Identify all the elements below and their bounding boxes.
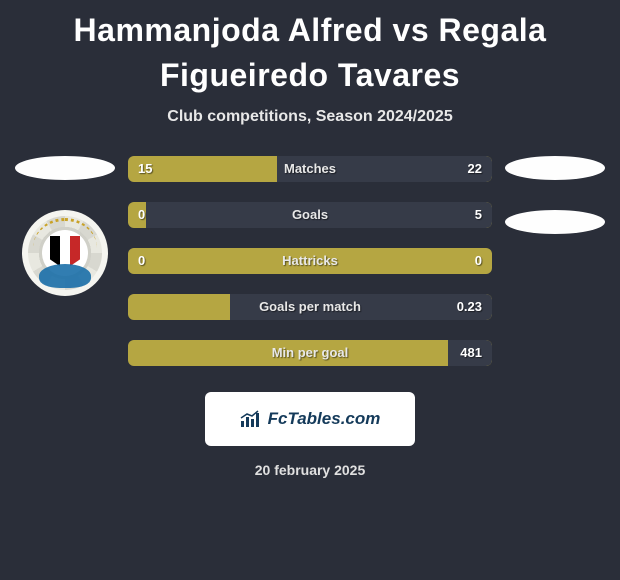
stat-row: 0 Hattricks 0 bbox=[128, 248, 492, 274]
fctables-link[interactable]: FcTables.com bbox=[205, 392, 415, 446]
stat-label: Matches bbox=[284, 161, 336, 176]
stat-right-value: 5 bbox=[475, 207, 482, 222]
comparison-card: Hammanjoda Alfred vs Regala Figueiredo T… bbox=[0, 0, 620, 478]
stat-right-value: 481 bbox=[460, 345, 482, 360]
fctables-label: FcTables.com bbox=[268, 409, 381, 429]
stat-label: Goals per match bbox=[259, 299, 361, 314]
left-club-badge bbox=[22, 210, 108, 296]
left-player-column bbox=[10, 156, 120, 296]
date-label: 20 february 2025 bbox=[10, 462, 610, 478]
stat-row: 0 Goals 5 bbox=[128, 202, 492, 228]
stat-row: 15 Matches 22 bbox=[128, 156, 492, 182]
bar-chart-icon bbox=[240, 410, 262, 428]
stat-rows: 15 Matches 22 0 Goals 5 0 Hattricks 0 Go… bbox=[128, 156, 492, 366]
right-club-badge-placeholder bbox=[505, 210, 605, 234]
left-player-photo-placeholder bbox=[15, 156, 115, 180]
stat-left-value: 15 bbox=[138, 161, 152, 176]
right-player-photo-placeholder bbox=[505, 156, 605, 180]
stat-label: Goals bbox=[292, 207, 328, 222]
stat-label: Hattricks bbox=[282, 253, 338, 268]
stat-right-value: 0.23 bbox=[457, 299, 482, 314]
stat-right-value: 22 bbox=[468, 161, 482, 176]
compare-area: 15 Matches 22 0 Goals 5 0 Hattricks 0 Go… bbox=[10, 156, 610, 366]
page-title: Hammanjoda Alfred vs Regala Figueiredo T… bbox=[10, 8, 610, 98]
stat-left-value: 0 bbox=[138, 207, 145, 222]
stat-label: Min per goal bbox=[272, 345, 349, 360]
subtitle: Club competitions, Season 2024/2025 bbox=[10, 108, 610, 126]
stat-left-value: 0 bbox=[138, 253, 145, 268]
stat-row: Min per goal 481 bbox=[128, 340, 492, 366]
stat-row: Goals per match 0.23 bbox=[128, 294, 492, 320]
stat-right-value: 0 bbox=[475, 253, 482, 268]
right-player-column bbox=[500, 156, 610, 234]
